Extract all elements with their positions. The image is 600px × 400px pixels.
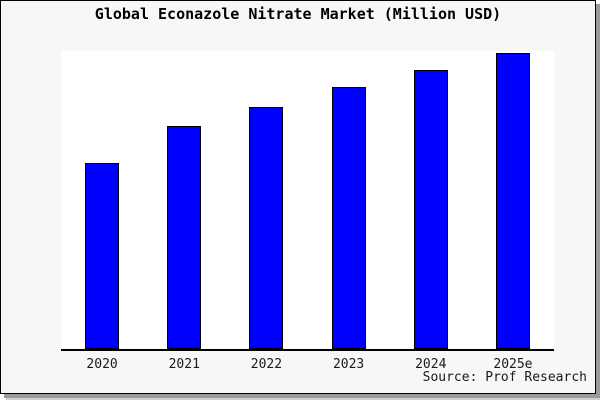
x-tick-label-2025e: 2025e <box>493 357 533 372</box>
x-tick-label-2023: 2023 <box>332 357 365 372</box>
bar-2024 <box>413 70 448 349</box>
x-axis-labels: 2020 2021 2022 2023 2024 2025e <box>61 357 554 372</box>
bar-2021 <box>167 125 202 349</box>
x-tick-label-2024: 2024 <box>415 357 447 372</box>
chart-card: Global Econazole Nitrate Market (Million… <box>0 0 596 394</box>
bar-slot-2024 <box>390 51 472 349</box>
bar-slot-2023 <box>308 51 390 349</box>
bar-2022 <box>249 106 284 349</box>
bar-slot-2022 <box>225 51 307 349</box>
bar-slot-2020 <box>61 51 143 349</box>
bar-slot-2021 <box>143 51 225 349</box>
bar-2023 <box>331 87 366 349</box>
source-credit: Source: Prof Research <box>422 370 587 385</box>
bar-2025e <box>495 52 530 349</box>
x-tick-label-2020: 2020 <box>86 357 118 372</box>
plot-area <box>61 51 554 351</box>
bar-2020 <box>85 162 120 349</box>
x-tick-label-2021: 2021 <box>168 357 200 372</box>
x-tick-label-2022: 2022 <box>250 357 283 372</box>
bar-slot-2025e <box>472 51 554 349</box>
chart-title: Global Econazole Nitrate Market (Million… <box>94 5 502 23</box>
